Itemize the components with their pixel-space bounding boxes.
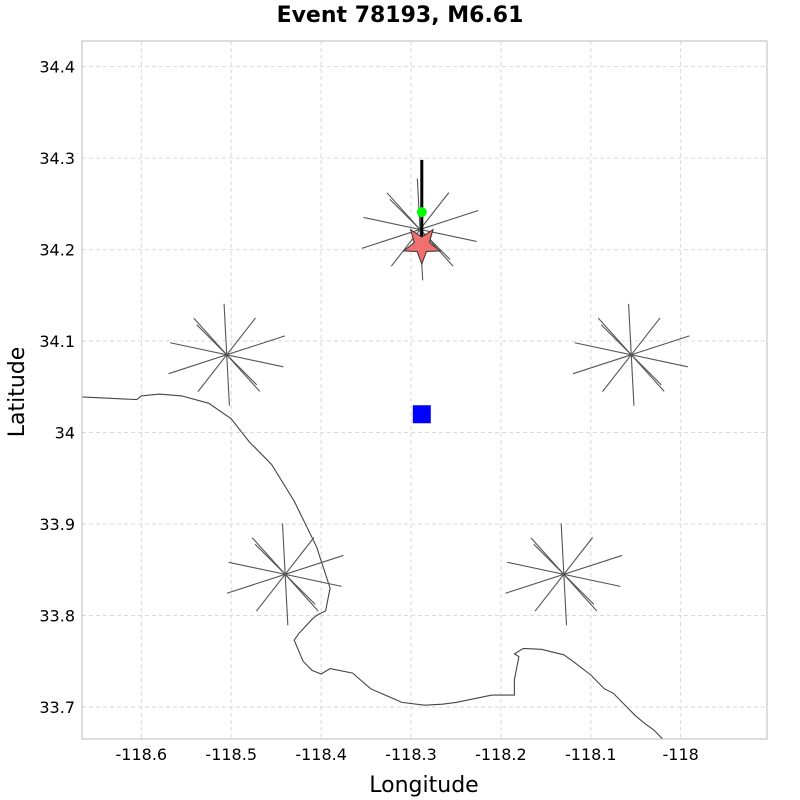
- x-tick-label: -118.6: [116, 745, 168, 764]
- coastline-path: [81, 393, 664, 740]
- x-tick-label: -118: [663, 745, 699, 764]
- blue-square-marker: [412, 405, 431, 424]
- y-tick-labels: 33.7 33.8 33.9 34 34.1 34.2 34.3 34.4: [39, 58, 75, 717]
- y-tick-label: 33.7: [39, 698, 75, 717]
- station-symbol: [505, 523, 623, 626]
- green-point-marker: [416, 207, 427, 218]
- station-spoke: [389, 199, 451, 260]
- coastline: [81, 393, 664, 740]
- x-tick-label: -118.5: [205, 745, 257, 764]
- y-tick-label: 33.8: [39, 607, 75, 626]
- y-tick-label: 34.1: [39, 332, 75, 351]
- event-markers: [402, 159, 442, 424]
- station-symbol: [572, 303, 690, 406]
- epicenter-star-icon: [402, 228, 442, 266]
- station-symbol: [226, 523, 344, 626]
- y-tick-label: 34.3: [39, 149, 75, 168]
- station-spoke: [533, 543, 595, 605]
- y-tick-label: 34.2: [39, 241, 75, 260]
- chart-title: Event 78193, M6.61: [277, 3, 524, 28]
- grid: [82, 41, 767, 739]
- station-symbol: [168, 303, 286, 406]
- x-tick-label: -118.1: [565, 745, 617, 764]
- x-tick-labels: -118.6 -118.5 -118.4 -118.3 -118.2 -118.1 -118: [116, 745, 699, 764]
- station-markers: [168, 178, 690, 626]
- x-tick-label: -118.4: [295, 745, 347, 764]
- station-spoke: [196, 324, 258, 386]
- x-tick-label: -118.3: [385, 745, 437, 764]
- y-tick-label: 34.4: [39, 58, 75, 77]
- station-symbol: [361, 178, 479, 281]
- station-spoke: [254, 543, 316, 605]
- x-axis-label: Longitude: [369, 773, 478, 798]
- x-tick-label: -118.2: [475, 745, 527, 764]
- y-tick-label: 34: [55, 424, 75, 443]
- plot-frame: [81, 40, 768, 740]
- y-tick-label: 33.9: [39, 515, 75, 534]
- station-spoke: [600, 324, 662, 386]
- y-axis-label: Latitude: [5, 347, 30, 438]
